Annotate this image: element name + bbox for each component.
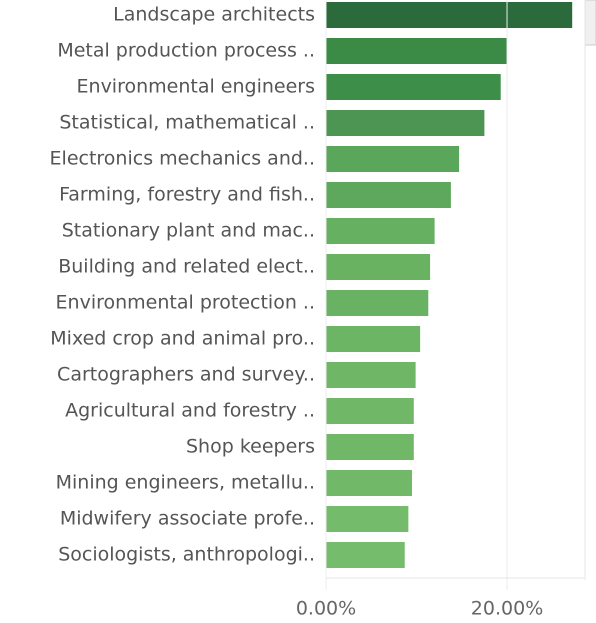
y-tick-label: Farming, forestry and fish.. [59,184,315,206]
bar [326,146,460,172]
bar [326,290,429,316]
bar [326,254,431,280]
x-tick-label: 20.00% [471,598,543,620]
y-tick-label: Mining engineers, metallu.. [56,472,315,494]
bar [326,326,421,352]
bar [326,2,573,28]
x-tick-label: 0.00% [296,598,356,620]
bar [326,434,414,460]
y-tick-label: Environmental engineers [77,76,315,98]
y-tick-label: Shop keepers [186,436,315,458]
bar [326,398,414,424]
y-tick-label: Building and related elect.. [58,256,315,278]
bar [326,362,416,388]
y-tick-label: Statistical, mathematical .. [59,112,315,134]
bar [326,182,451,208]
y-tick-label: Sociologists, anthropologi.. [58,544,315,566]
y-tick-label: Mixed crop and animal pro.. [50,328,315,350]
y-tick-label: Environmental protection .. [56,292,315,314]
bar [326,110,485,136]
bar [326,38,508,64]
bar [326,506,409,532]
y-tick-label: Agricultural and forestry .. [65,400,315,422]
y-tick-label: Electronics mechanics and.. [50,148,315,170]
y-tick-label: Landscape architects [113,4,315,26]
y-tick-label: Stationary plant and mac.. [62,220,315,242]
bar [326,74,501,100]
bar [326,542,405,568]
y-tick-label: Midwifery associate profe.. [60,508,315,530]
bar [326,218,435,244]
scrollbar[interactable] [584,0,596,46]
y-tick-label: Metal production process .. [57,40,315,62]
y-tick-label: Cartographers and survey.. [57,364,315,386]
bar [326,470,412,496]
